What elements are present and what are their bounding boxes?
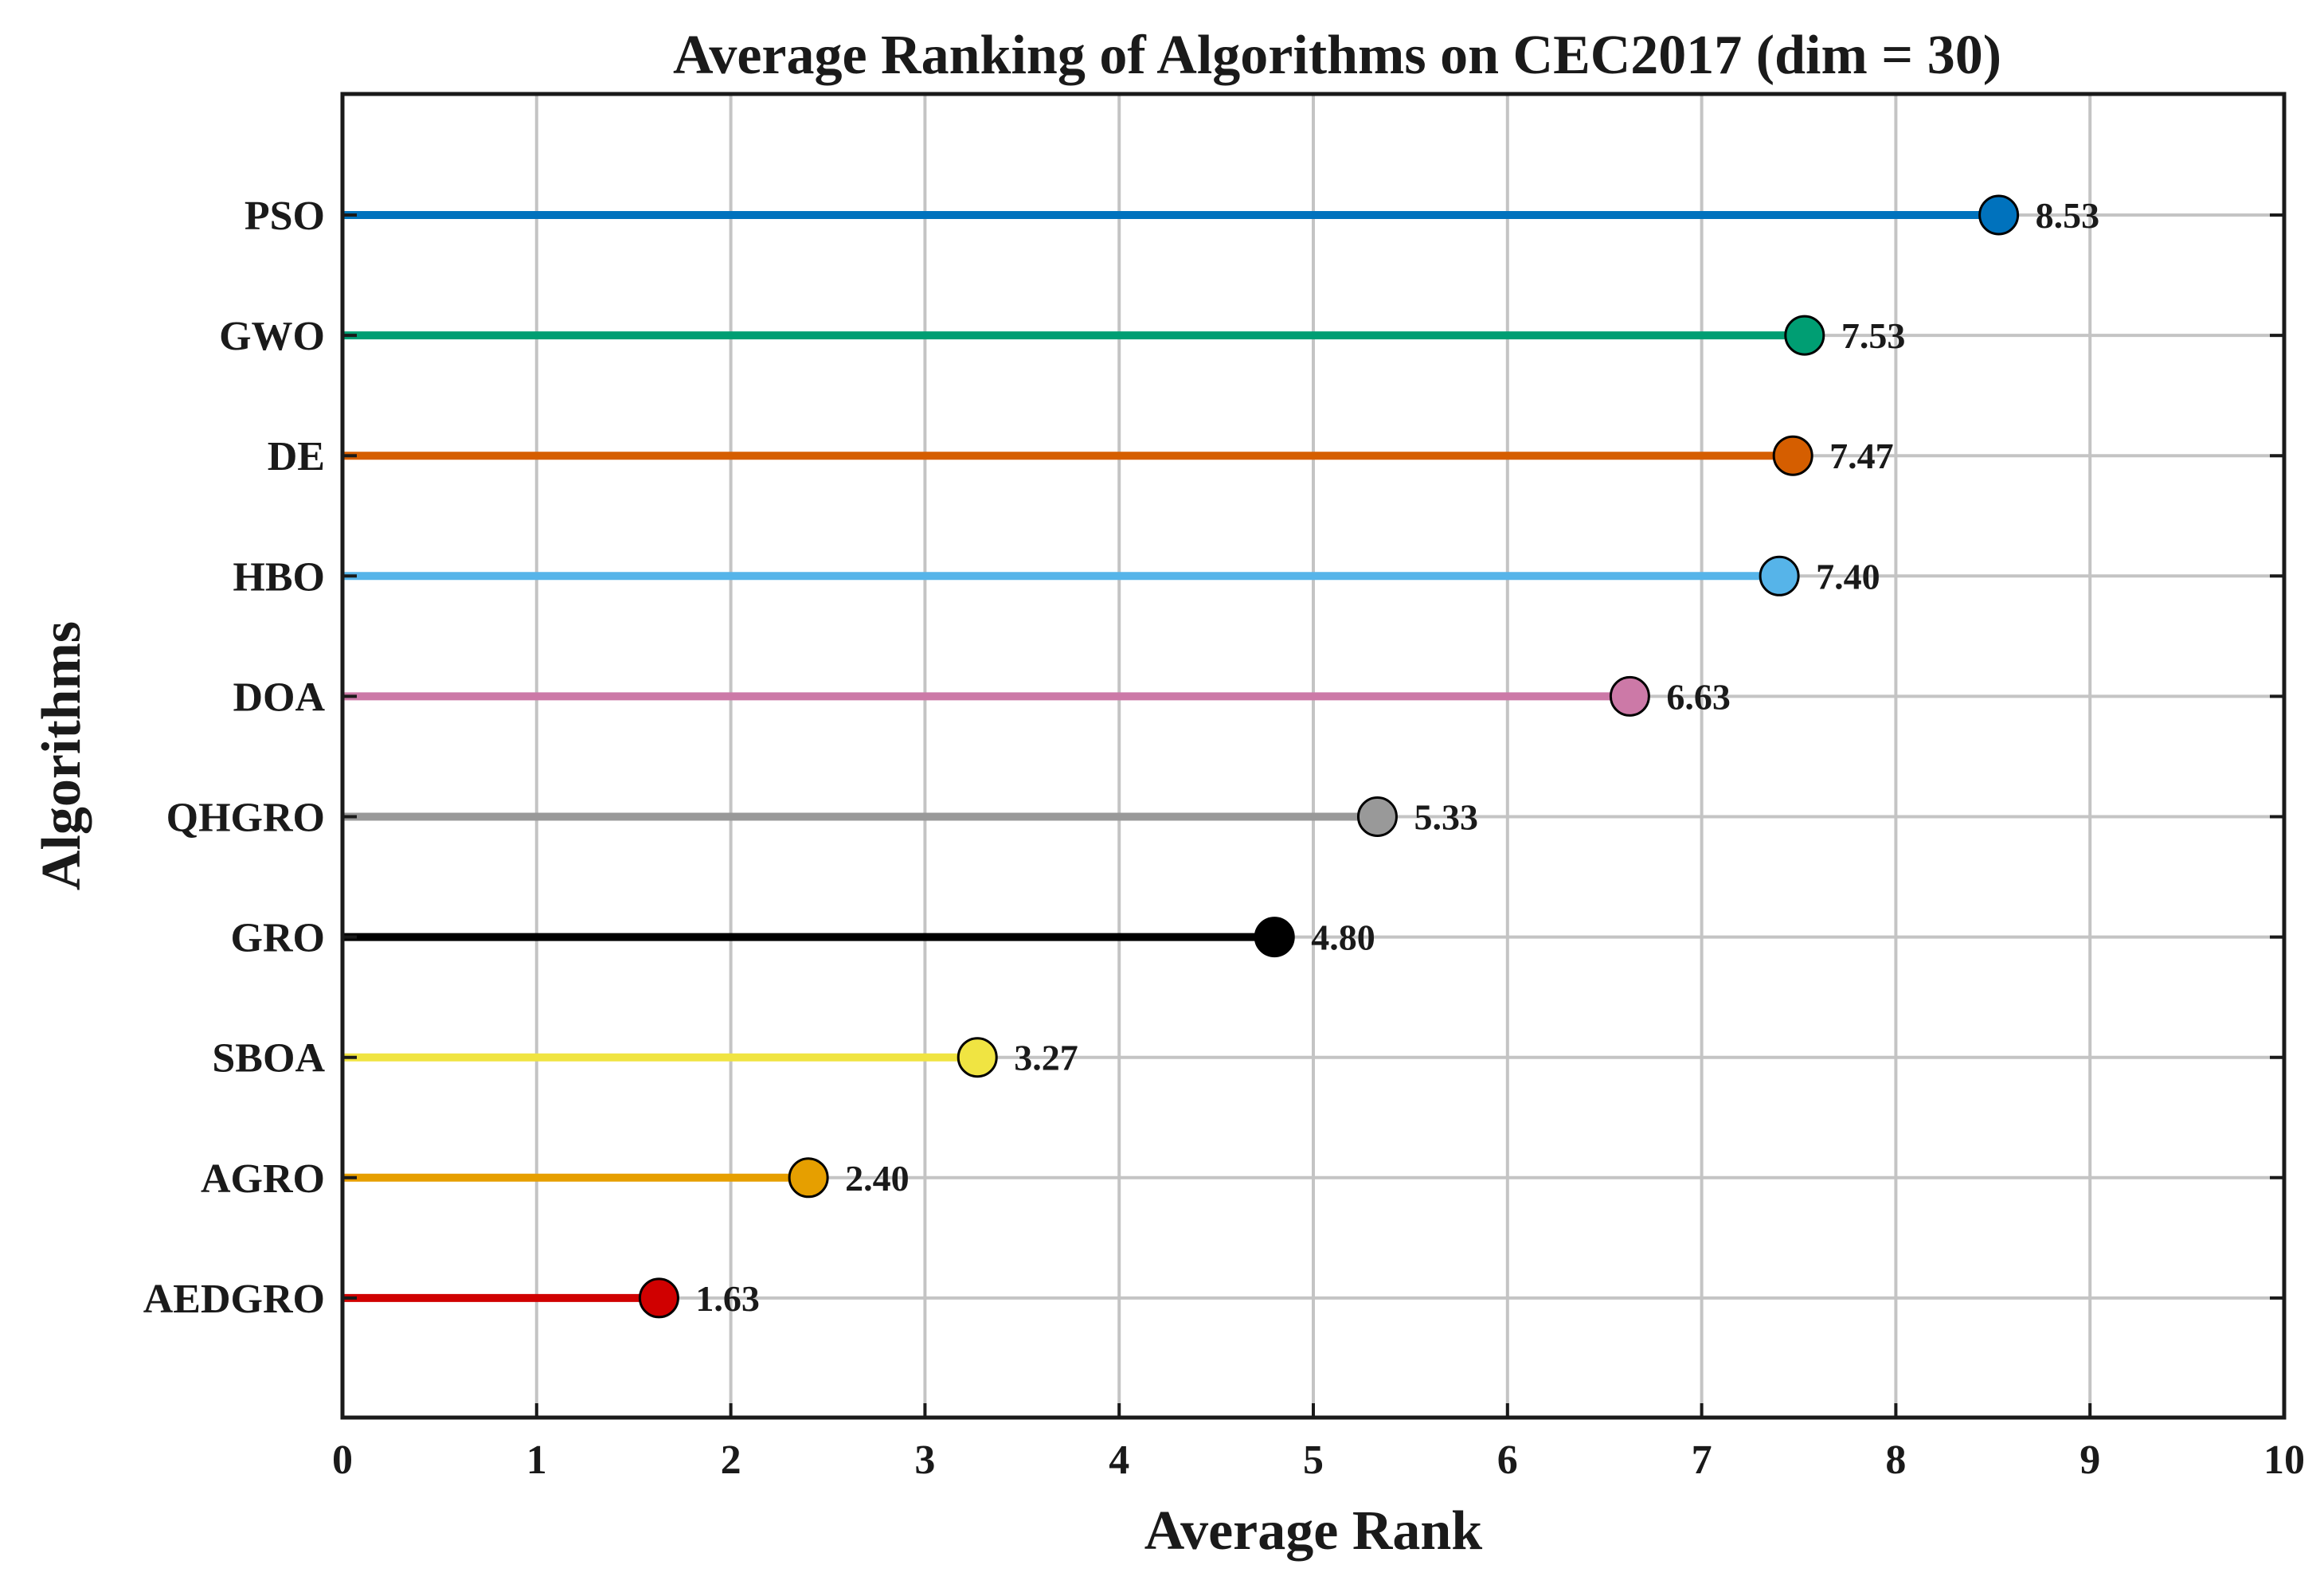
y-tick-label: PSO <box>245 194 325 239</box>
y-tick-label: GWO <box>219 314 325 359</box>
x-tick-label: 5 <box>1303 1437 1324 1483</box>
lollipop-marker <box>1609 675 1650 717</box>
y-tick-label: AEDGRO <box>143 1277 325 1322</box>
lollipop-marker <box>1356 796 1398 837</box>
chart-title: Average Ranking of Algorithms on CEC2017… <box>673 25 2001 86</box>
x-tick-label: 1 <box>526 1437 547 1483</box>
data-label: 1.63 <box>695 1278 760 1319</box>
x-tick-label: 6 <box>1497 1437 1518 1483</box>
data-label: 3.27 <box>1014 1038 1078 1078</box>
data-label: 4.80 <box>1311 917 1375 958</box>
grid-layer <box>341 94 2286 1418</box>
lollipop-marker <box>1254 917 1295 958</box>
data-label: 5.33 <box>1414 797 1478 838</box>
x-tick-label: 3 <box>914 1437 935 1483</box>
series-layer: 8.53 7.53 7.47 7.40 6.63 5.33 4.80 3.27 2.40 1.63 <box>342 194 2100 1319</box>
ticks-layer: 0 1 2 3 4 5 6 7 8 9 10 PSO GWO DE HBO DOA QHGRO GRO SBOA AG… <box>143 194 2305 1483</box>
data-label: 2.40 <box>845 1158 910 1199</box>
x-tick-label: 10 <box>2263 1437 2305 1483</box>
data-label: 7.40 <box>1816 556 1880 596</box>
x-tick-label: 9 <box>2079 1437 2100 1483</box>
y-tick-label: QHGRO <box>166 796 325 841</box>
y-tick-label: HBO <box>233 554 325 600</box>
lollipop-marker <box>638 1277 679 1319</box>
y-tick-label: DOA <box>233 675 325 720</box>
lollipop-marker <box>957 1037 998 1078</box>
x-tick-label: 4 <box>1109 1437 1129 1483</box>
y-axis-title: Algorithms <box>31 621 92 890</box>
y-tick-label: DE <box>268 434 325 479</box>
data-label: 7.53 <box>1841 315 1906 356</box>
x-tick-label: 0 <box>332 1437 353 1483</box>
lollipop-marker <box>1978 194 2020 236</box>
lollipop-marker <box>1784 315 1825 356</box>
lollipop-marker <box>1772 435 1813 476</box>
y-tick-label: GRO <box>231 916 325 961</box>
x-axis-title: Average Rank <box>1144 1500 1483 1562</box>
data-label: 7.47 <box>1829 436 1894 476</box>
data-label: 6.63 <box>1666 676 1731 717</box>
lollipop-marker <box>1759 555 1800 596</box>
x-tick-label: 8 <box>1885 1437 1906 1483</box>
y-tick-label: AGRO <box>201 1156 325 1202</box>
x-tick-label: 2 <box>721 1437 741 1483</box>
x-tick-label: 7 <box>1692 1437 1712 1483</box>
lollipop-marker <box>788 1157 829 1199</box>
data-label: 8.53 <box>2036 195 2100 236</box>
y-tick-label: SBOA <box>212 1036 325 1081</box>
